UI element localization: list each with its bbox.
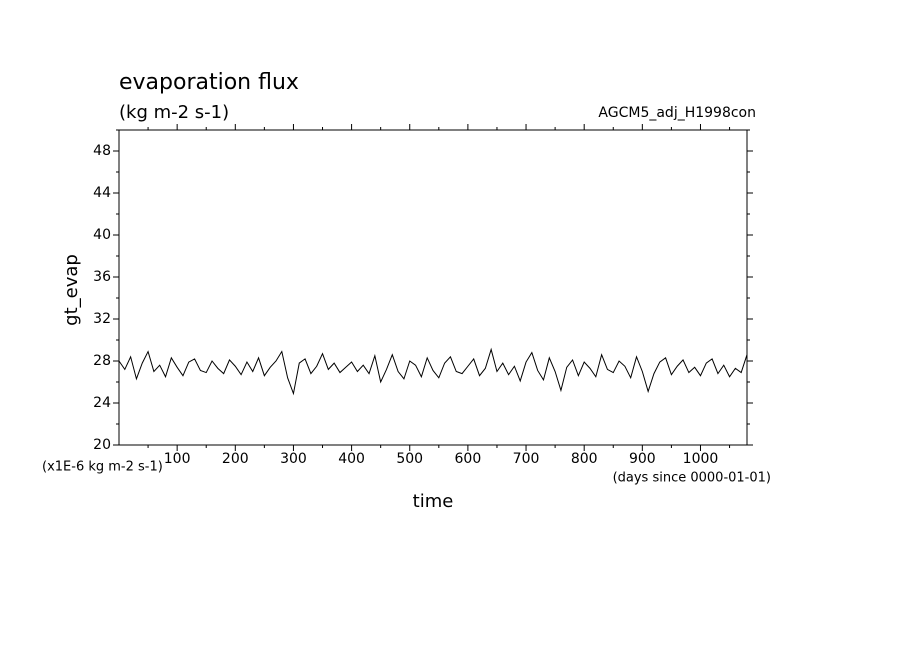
- x-axis-label: time: [413, 491, 454, 512]
- x-tick-label: 200: [222, 451, 249, 467]
- x-tick-label: 800: [571, 451, 598, 467]
- x-tick-label: 900: [629, 451, 656, 467]
- data-line: [118, 347, 748, 396]
- y-tick-label: 48: [93, 143, 111, 159]
- plot-frame: [118, 129, 748, 446]
- y-tick-label: 36: [93, 269, 111, 285]
- y-tick-label: 32: [93, 311, 111, 327]
- x-tick-label: 500: [396, 451, 423, 467]
- x-tick-label: 1000: [683, 451, 719, 467]
- x-tick-label: 100: [164, 451, 191, 467]
- y-tick-label: 28: [93, 353, 111, 369]
- x-tick-label: 600: [455, 451, 482, 467]
- y-tick-label: 24: [93, 395, 111, 411]
- chart-subtitle: (kg m-2 s-1): [119, 102, 229, 123]
- y-axis-label: gt_evap: [61, 254, 82, 326]
- x-tick-label: 700: [513, 451, 540, 467]
- x-tick-label: 300: [280, 451, 307, 467]
- y-tick-label: 40: [93, 227, 111, 243]
- y-tick-label: 20: [93, 437, 111, 453]
- x-tick-label: 400: [338, 451, 365, 467]
- y-tick-label: 44: [93, 185, 111, 201]
- annotation: AGCM5_adj_H1998con: [598, 105, 756, 121]
- y-units: (x1E-6 kg m-2 s-1): [42, 460, 163, 475]
- x-units: (days since 0000-01-01): [613, 471, 771, 486]
- chart-title: evaporation flux: [119, 70, 299, 95]
